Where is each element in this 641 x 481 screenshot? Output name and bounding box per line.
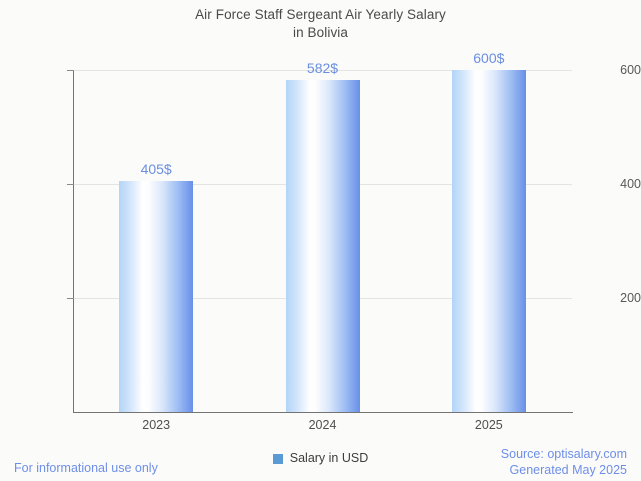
bar[interactable] (119, 181, 194, 412)
y-axis-tick (67, 184, 74, 185)
footer-generated: Generated May 2025 (509, 463, 627, 477)
bar[interactable] (451, 70, 526, 412)
footer-source: Source: optisalary.com (500, 447, 627, 461)
x-axis-line (73, 412, 573, 413)
y-axis-tick-label: 200 (620, 290, 641, 305)
x-axis-tick-label: 2023 (142, 418, 171, 432)
bar-value-label: 582$ (306, 60, 339, 77)
plot-area (73, 70, 572, 412)
chart-legend: Salary in USD (0, 452, 641, 465)
gridline (73, 70, 572, 71)
legend-swatch-icon (272, 453, 283, 464)
legend-label-salary: Salary in USD (289, 451, 369, 465)
footer-source-block: Source: optisalary.com Generated May 202… (501, 446, 627, 478)
y-axis-tick-label: 400 (620, 176, 641, 191)
x-axis-tick-label: 2025 (474, 418, 503, 432)
y-axis-tick (67, 70, 74, 71)
bar-value-label: 405$ (140, 161, 172, 178)
chart-title-line-1: Air Force Staff Sergeant Air Yearly Sala… (195, 7, 446, 22)
bar-value-label: 600$ (473, 50, 505, 66)
bar[interactable] (285, 80, 360, 412)
chart-title-line-2: in Bolivia (292, 25, 349, 40)
x-axis-tick-label: 2024 (308, 418, 337, 432)
chart-title: Air Force Staff Sergeant Air Yearly Sala… (0, 6, 641, 42)
footer-disclaimer: For informational use only (14, 461, 158, 475)
y-axis-tick (67, 298, 74, 299)
y-axis-tick-label: 600 (620, 62, 641, 77)
y-axis-line (73, 70, 74, 413)
